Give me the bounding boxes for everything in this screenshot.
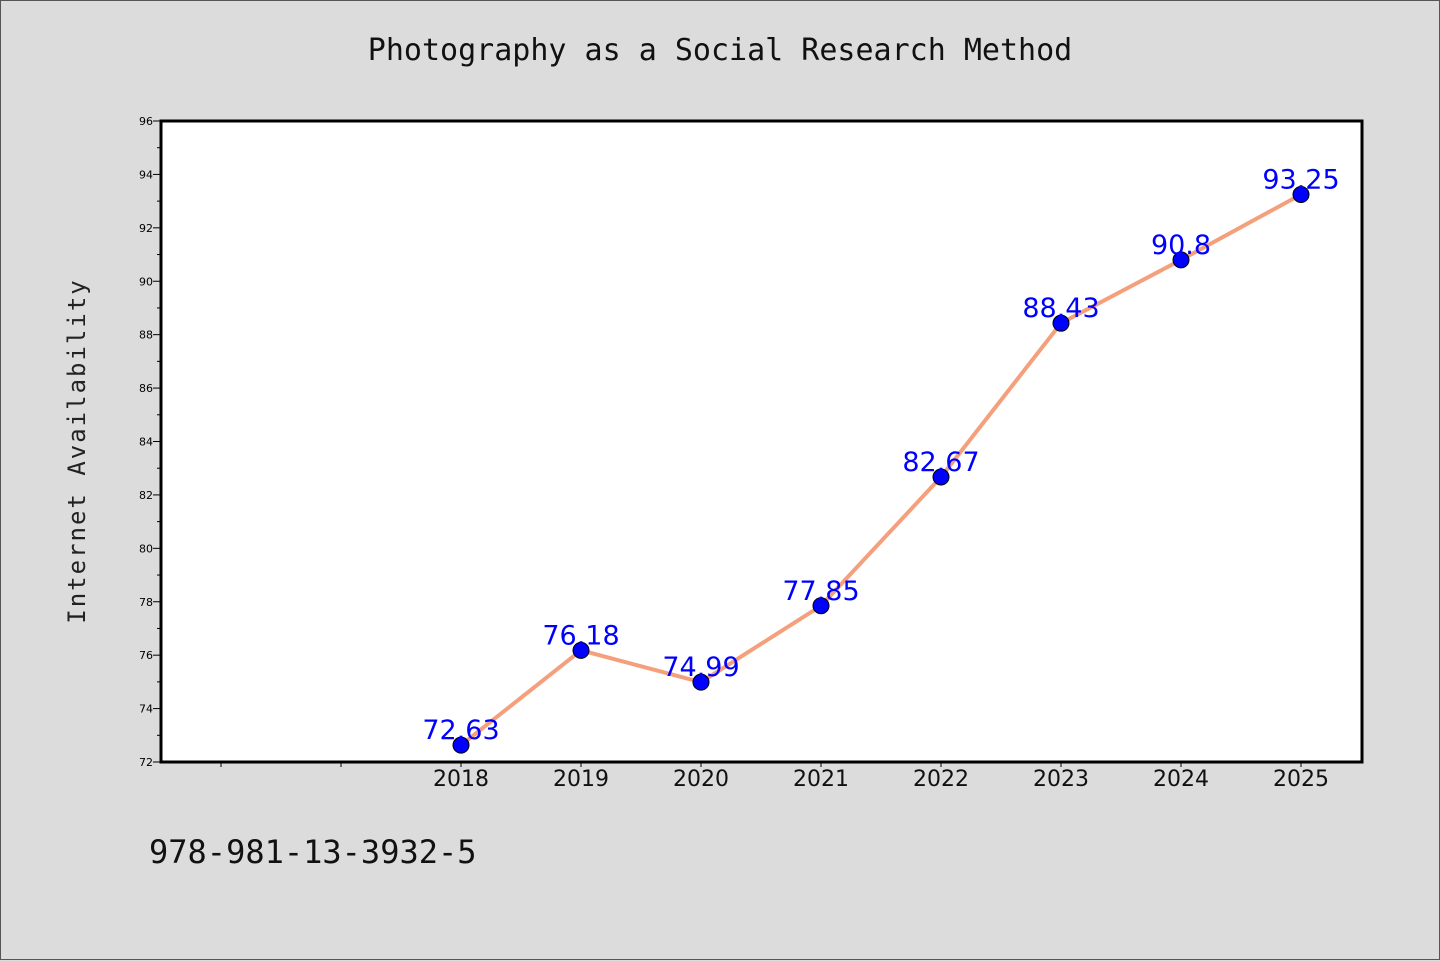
data-label: 88.43 <box>1022 293 1099 324</box>
y-tick-label: 88 <box>139 329 153 342</box>
y-tick-label: 82 <box>139 489 153 502</box>
x-tick-label: 2023 <box>1033 767 1089 792</box>
plot-area <box>159 119 1364 764</box>
data-label: 82.67 <box>902 447 979 478</box>
data-label: 74.99 <box>662 652 739 683</box>
y-tick-label: 76 <box>139 649 153 662</box>
x-tick-label: 2018 <box>433 767 489 792</box>
data-point <box>1292 185 1310 203</box>
chart-title: Photography as a Social Research Method <box>367 33 1073 68</box>
data-point <box>1172 251 1190 269</box>
y-tick-label: 84 <box>139 436 153 449</box>
y-tick-label: 94 <box>139 168 153 181</box>
y-tick-label: 92 <box>139 222 153 235</box>
x-tick-label: 2024 <box>1153 767 1209 792</box>
data-label: 76.18 <box>542 620 619 651</box>
data-label: 77.85 <box>782 576 859 607</box>
isbn-text: 978-981-13-3932-5 <box>149 833 477 871</box>
data-point <box>692 673 710 691</box>
data-label: 72.63 <box>422 715 499 746</box>
y-tick-label: 74 <box>139 703 153 716</box>
data-point <box>572 641 590 659</box>
x-tick-label: 2020 <box>673 767 729 792</box>
data-point <box>1052 314 1070 332</box>
x-tick-label: 2022 <box>913 767 969 792</box>
y-tick-label: 96 <box>139 115 153 128</box>
x-tick-label: 2025 <box>1273 767 1329 792</box>
y-axis-label: Internet Availability <box>63 278 91 623</box>
data-label: 90.8 <box>1151 230 1211 261</box>
data-point <box>932 468 950 486</box>
data-point <box>812 597 830 615</box>
x-tick-label: 2019 <box>553 767 609 792</box>
data-label: 93.25 <box>1262 164 1339 195</box>
y-tick-label: 72 <box>139 756 153 769</box>
y-tick-label: 90 <box>139 275 153 288</box>
y-tick-label: 78 <box>139 596 153 609</box>
data-point <box>452 736 470 754</box>
series-line <box>459 192 1302 747</box>
y-tick-label: 80 <box>139 542 153 555</box>
x-tick-label: 2021 <box>793 767 849 792</box>
y-tick-label: 86 <box>139 382 153 395</box>
